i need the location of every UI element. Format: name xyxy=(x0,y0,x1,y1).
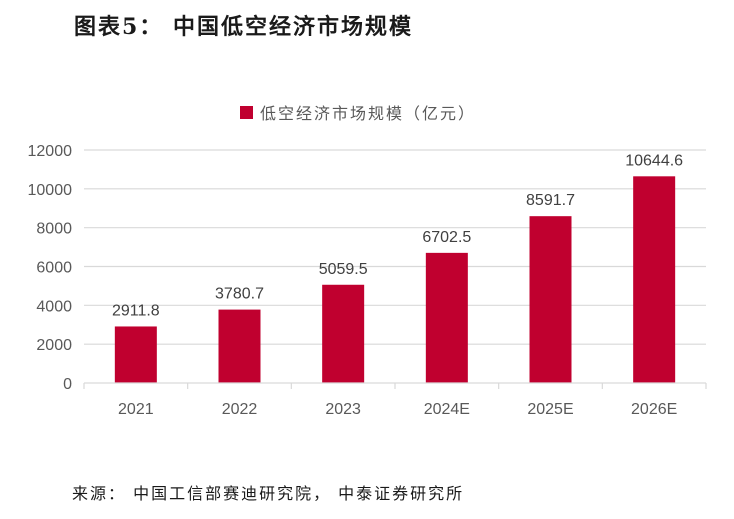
chart-legend: 低空经济市场规模（亿元） xyxy=(240,101,476,123)
x-tick-label-2022: 2022 xyxy=(222,401,258,418)
legend-label: 低空经济市场规模（亿元） xyxy=(260,104,477,123)
y-tick-label: 0 xyxy=(63,376,72,393)
data-label-2025E: 8591.7 xyxy=(526,192,575,209)
x-tick-label-2025E: 2025E xyxy=(527,401,573,418)
y-tick-label: 6000 xyxy=(36,260,72,277)
x-tick-label-2026E: 2026E xyxy=(631,401,677,418)
x-tick-label-2023: 2023 xyxy=(325,401,361,418)
data-label-2026E: 10644.6 xyxy=(625,152,683,169)
y-tick-label: 2000 xyxy=(36,337,72,354)
legend-swatch xyxy=(240,105,253,119)
y-tick-label: 4000 xyxy=(36,298,72,315)
bar-2023 xyxy=(322,284,365,383)
gridlines xyxy=(84,149,706,345)
source-note: 来源： 中国工信部赛迪研究院， 中泰证券研究所 xyxy=(72,484,465,503)
y-tick-label: 12000 xyxy=(28,143,73,160)
bar-2021 xyxy=(114,326,157,383)
data-label-2023: 5059.5 xyxy=(319,261,368,278)
bars xyxy=(114,176,676,383)
y-tick-label: 8000 xyxy=(36,221,72,238)
x-axis: 2021 2022 2023 2024E 2025E 2026E xyxy=(83,382,707,418)
y-axis-ticks: 0 2000 4000 6000 8000 10000 12000 xyxy=(28,143,73,393)
bar-2026E xyxy=(633,176,676,383)
y-tick-label: 10000 xyxy=(28,182,73,199)
data-label-2024E: 6702.5 xyxy=(422,229,471,246)
x-tick-label-2021: 2021 xyxy=(118,401,154,418)
data-label-2022: 3780.7 xyxy=(215,286,264,303)
figure-title: 图表5： 中国低空经济市场规模 xyxy=(74,14,413,40)
x-tick-label-2024E: 2024E xyxy=(424,401,470,418)
data-label-2021: 2911.8 xyxy=(112,302,160,319)
data-labels: 2911.8 3780.7 5059.5 6702.5 8591.7 10644.6 xyxy=(112,152,683,319)
bar-2025E xyxy=(529,216,572,383)
bar-2022 xyxy=(218,309,261,383)
bar-2024E xyxy=(425,252,468,383)
